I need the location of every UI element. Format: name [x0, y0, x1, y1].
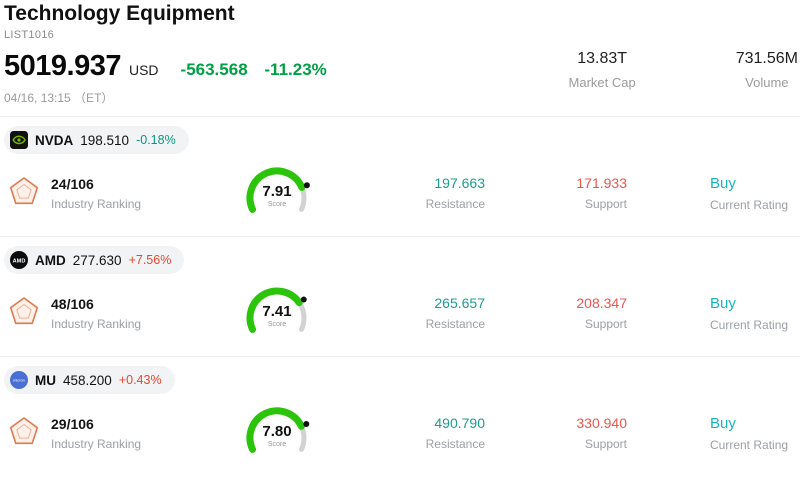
rating-value[interactable]: Buy — [710, 414, 736, 432]
industry-ranking-value: 24/106 — [51, 175, 94, 192]
svg-text:AMD: AMD — [13, 258, 26, 264]
resistance-value: 265.657 — [434, 295, 485, 311]
volume-value: 731.56M — [735, 50, 798, 67]
ticker-symbol: NVDA — [35, 132, 74, 148]
support-label: Support — [584, 317, 627, 331]
support-column: 330.940 Support — [485, 415, 627, 451]
rating-label: Current Rating — [710, 437, 789, 452]
currency-label: USD — [128, 62, 159, 78]
support-value: 171.933 — [576, 175, 627, 191]
ticker-change: +7.56% — [128, 253, 172, 267]
score-label: Score — [267, 441, 287, 448]
page-title: Technology Equipment — [4, 2, 235, 25]
support-label: Support — [584, 197, 627, 211]
stock-list: NVDA 198.510 -0.18% 24/106 Industry Rank… — [0, 116, 800, 476]
micron-logo-icon: micron — [10, 371, 28, 389]
ticker-pill-amd[interactable]: AMD AMD 277.630 +7.56% — [4, 246, 185, 274]
score-label: Score — [267, 201, 287, 208]
score-value: 7.41 — [262, 303, 292, 320]
list-id: LIST1016 — [4, 29, 55, 41]
resistance-value: 490.790 — [434, 415, 485, 431]
header-stats: 13.83T Market Cap 731.56M Volume — [569, 50, 798, 90]
rating-column: Buy Current Rating — [710, 295, 800, 332]
ticker-price: 458.200 — [63, 372, 112, 388]
amd-logo-icon: AMD — [10, 251, 28, 269]
resistance-column: 490.790 Resistance — [319, 415, 485, 451]
stock-list-page: Technology Equipment LIST1016 5019.937 U… — [0, 0, 800, 476]
support-label: Support — [584, 437, 627, 451]
stock-row-amd[interactable]: AMD AMD 277.630 +7.56% 48/106 — [0, 236, 800, 356]
svg-text:micron: micron — [13, 378, 25, 383]
support-column: 208.347 Support — [485, 295, 627, 331]
ticker-pill-mu[interactable]: micron MU 458.200 +0.43% — [4, 366, 175, 394]
score-gauge: 7.91 Score — [235, 164, 319, 222]
resistance-label: Resistance — [425, 197, 485, 211]
industry-ranking-label: Industry Ranking — [51, 316, 142, 331]
rating-column: Buy Current Rating — [710, 175, 800, 212]
ticker-price: 277.630 — [72, 252, 122, 268]
industry-ranking-label: Industry Ranking — [51, 196, 142, 211]
ticker-change: +0.43% — [118, 373, 162, 387]
ticker-symbol: MU — [35, 372, 56, 388]
resistance-column: 265.657 Resistance — [319, 295, 485, 331]
resistance-column: 197.663 Resistance — [319, 175, 485, 211]
score-value: 7.80 — [262, 423, 292, 440]
industry-ranking-label: Industry Ranking — [51, 436, 142, 451]
index-change: -563.568 -11.23% — [181, 60, 327, 80]
score-label: Score — [267, 321, 287, 328]
index-change-percent: -11.23% — [264, 60, 327, 79]
rating-value[interactable]: Buy — [710, 174, 736, 192]
market-cap-label: Market Cap — [568, 75, 636, 90]
pentagon-radar-icon — [8, 295, 40, 332]
industry-ranking-block: 24/106 Industry Ranking — [4, 175, 235, 212]
ticker-pill-nvda[interactable]: NVDA 198.510 -0.18% — [4, 126, 189, 154]
rating-label: Current Rating — [710, 317, 789, 332]
score-value: 7.91 — [262, 183, 292, 200]
stock-body: 29/106 Industry Ranking 7.80 Score 490.7… — [4, 404, 800, 476]
industry-ranking-block: 48/106 Industry Ranking — [4, 295, 235, 332]
stock-body: 24/106 Industry Ranking 7.91 Score 197.6… — [4, 164, 800, 236]
index-price: 5019.937 — [4, 50, 121, 82]
stock-body: 48/106 Industry Ranking 7.41 Score 265.6… — [4, 284, 800, 356]
score-gauge: 7.41 Score — [235, 284, 319, 342]
market-cap-stat: 13.83T Market Cap — [569, 50, 636, 90]
rating-value[interactable]: Buy — [710, 294, 736, 312]
support-column: 171.933 Support — [485, 175, 627, 211]
resistance-value: 197.663 — [434, 175, 485, 191]
ticker-change: -0.18% — [136, 133, 176, 147]
index-change-absolute: -563.568 — [180, 60, 248, 79]
volume-label: Volume — [745, 75, 789, 90]
timestamp: 04/16, 13:15 （ET） — [4, 91, 114, 105]
support-value: 208.347 — [576, 295, 627, 311]
stock-row-nvda[interactable]: NVDA 198.510 -0.18% 24/106 Industry Rank… — [0, 116, 800, 236]
rating-column: Buy Current Rating — [710, 415, 800, 452]
stock-row-mu[interactable]: micron MU 458.200 +0.43% 29/106 — [0, 356, 800, 476]
industry-ranking-value: 29/106 — [51, 415, 94, 432]
ticker-symbol: AMD — [35, 252, 66, 268]
pentagon-radar-icon — [8, 415, 40, 452]
pentagon-radar-icon — [8, 175, 40, 212]
support-value: 330.940 — [576, 415, 627, 431]
header: Technology Equipment LIST1016 5019.937 U… — [0, 0, 800, 116]
industry-ranking-block: 29/106 Industry Ranking — [4, 415, 235, 452]
index-price-row: 5019.937 USD -563.568 -11.23% — [4, 50, 796, 83]
resistance-label: Resistance — [425, 437, 485, 451]
volume-stat: 731.56M Volume — [736, 50, 798, 90]
resistance-label: Resistance — [425, 317, 485, 331]
ticker-price: 198.510 — [80, 132, 130, 148]
score-gauge: 7.80 Score — [235, 404, 319, 462]
nvidia-logo-icon — [10, 131, 28, 149]
market-cap-value: 13.83T — [577, 50, 628, 67]
industry-ranking-value: 48/106 — [51, 295, 94, 312]
rating-label: Current Rating — [710, 197, 789, 212]
